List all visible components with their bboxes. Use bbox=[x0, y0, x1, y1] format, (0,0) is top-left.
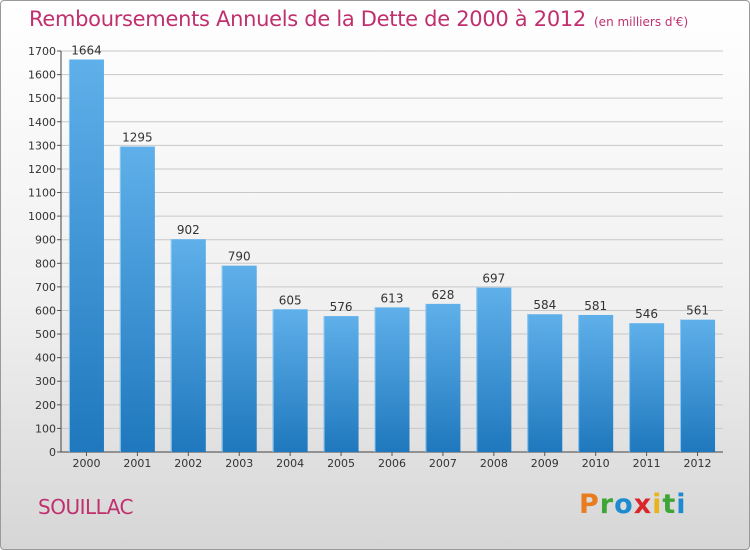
value-label: 546 bbox=[635, 307, 658, 321]
x-tick-label: 2012 bbox=[684, 457, 712, 470]
bar-2001 bbox=[119, 146, 155, 452]
y-tick-label: 500 bbox=[35, 328, 56, 341]
logo-letter: x bbox=[633, 489, 653, 520]
value-label: 790 bbox=[228, 250, 251, 264]
value-label: 581 bbox=[584, 299, 607, 313]
y-tick-label: 200 bbox=[35, 399, 56, 412]
x-tick-label: 2010 bbox=[582, 457, 610, 470]
bar-2000 bbox=[68, 59, 104, 453]
bar-2009 bbox=[527, 314, 563, 452]
value-label: 605 bbox=[279, 293, 302, 307]
x-tick-label: 2006 bbox=[378, 457, 406, 470]
logo-letter: o bbox=[614, 489, 634, 520]
y-tick-label: 400 bbox=[35, 352, 56, 365]
y-tick-label: 0 bbox=[49, 446, 56, 459]
value-label: 902 bbox=[177, 223, 200, 237]
title-unit: (en milliers d'€) bbox=[594, 15, 689, 29]
y-tick-label: 1400 bbox=[28, 116, 56, 129]
x-tick-label: 2000 bbox=[72, 457, 100, 470]
value-label: 576 bbox=[330, 300, 353, 314]
y-tick-label: 600 bbox=[35, 304, 56, 317]
y-tick-label: 1200 bbox=[28, 163, 56, 176]
y-tick-label: 1600 bbox=[28, 69, 56, 82]
bar-2008 bbox=[476, 287, 512, 452]
bar-2002 bbox=[170, 239, 206, 452]
y-tick-label: 300 bbox=[35, 375, 56, 388]
x-tick-label: 2009 bbox=[531, 457, 559, 470]
y-tick-label: 1000 bbox=[28, 210, 56, 223]
commune-name: SOUILLAC bbox=[38, 495, 134, 519]
value-label: 1295 bbox=[122, 131, 153, 145]
x-tick-label: 2003 bbox=[225, 457, 253, 470]
bar-2005 bbox=[323, 316, 359, 452]
x-tick-label: 2011 bbox=[633, 457, 661, 470]
value-label: 697 bbox=[482, 272, 505, 286]
x-tick-label: 2005 bbox=[327, 457, 355, 470]
value-label: 628 bbox=[431, 288, 454, 302]
axes: 0 100 200 300 400 500 600 700 800 900 1000 1100 1200… bbox=[28, 45, 723, 470]
y-tick-label: 1100 bbox=[28, 187, 56, 200]
x-tick-label: 2008 bbox=[480, 457, 508, 470]
y-tick-label: 700 bbox=[35, 281, 56, 294]
x-tick-label: 2004 bbox=[276, 457, 304, 470]
y-tick-label: 100 bbox=[35, 422, 56, 435]
bars bbox=[68, 59, 716, 453]
chart-title: Remboursements Annuels de la Dette de 20… bbox=[29, 7, 688, 31]
logo-letter: P bbox=[579, 489, 600, 520]
bar-2004 bbox=[272, 309, 308, 452]
x-tick-label: 2001 bbox=[123, 457, 151, 470]
value-label: 613 bbox=[381, 291, 404, 305]
logo-letter: i bbox=[676, 489, 687, 520]
y-tick-label: 1500 bbox=[28, 92, 56, 105]
value-label: 1664 bbox=[71, 43, 102, 57]
logo-letter: t bbox=[662, 489, 677, 520]
bar-2012 bbox=[680, 319, 716, 452]
y-tick-label: 1700 bbox=[28, 45, 56, 58]
y-tick-label: 800 bbox=[35, 257, 56, 270]
y-tick-label: 900 bbox=[35, 234, 56, 247]
bar-2003 bbox=[221, 265, 257, 452]
value-label: 584 bbox=[533, 298, 556, 312]
data-labels: 1664 1295 902 790 605 576 613 628 697 584 581 546 56… bbox=[71, 43, 709, 321]
value-label: 561 bbox=[686, 304, 709, 318]
proxiti-logo[interactable]: Proxiti bbox=[579, 489, 687, 520]
bar-2010 bbox=[578, 314, 614, 452]
bar-2007 bbox=[425, 303, 461, 452]
y-tick-label: 1300 bbox=[28, 139, 56, 152]
x-tick-label: 2002 bbox=[174, 457, 202, 470]
logo-letter: i bbox=[652, 489, 663, 520]
bar-2011 bbox=[629, 323, 665, 452]
bar-2006 bbox=[374, 307, 410, 452]
logo-letter: r bbox=[599, 489, 615, 520]
title-text: Remboursements Annuels de la Dette de 20… bbox=[29, 7, 586, 31]
x-tick-label: 2007 bbox=[429, 457, 457, 470]
